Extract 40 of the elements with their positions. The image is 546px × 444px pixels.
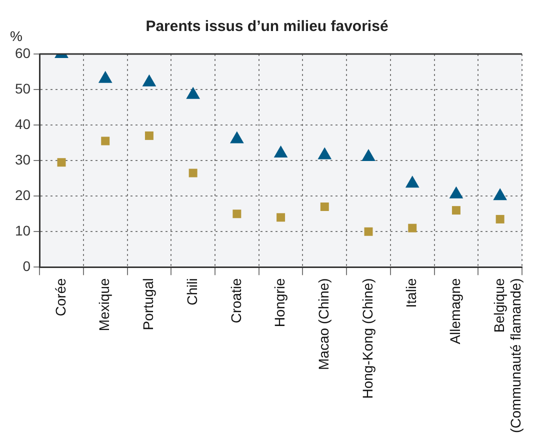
y-tick-label: 20	[14, 186, 31, 203]
x-tick-label: Corée	[52, 278, 68, 316]
point	[318, 147, 332, 160]
point	[98, 70, 112, 83]
point	[320, 202, 329, 211]
point	[452, 206, 460, 215]
point	[276, 213, 286, 222]
point	[230, 131, 244, 144]
point	[364, 227, 373, 236]
chart-title: Parents issus d’un milieu favorisé	[146, 18, 388, 36]
point	[57, 158, 66, 167]
point	[274, 145, 288, 158]
point	[101, 136, 110, 146]
x-tick-label: Croatie	[228, 278, 244, 324]
point	[186, 86, 200, 99]
point	[496, 214, 504, 224]
point	[362, 149, 376, 162]
x-tick-label: Belgique (Communauté flamande)	[490, 278, 524, 434]
x-tick-label: Chili	[184, 278, 200, 306]
y-tick-label: 10	[14, 222, 31, 238]
x-tick-label: Italie	[403, 278, 420, 308]
x-tick-label: Mexique	[96, 278, 112, 332]
y-tick-label: 50	[14, 80, 31, 96]
y-axis-title: %	[10, 28, 22, 44]
x-tick-label: Portugal	[140, 278, 156, 330]
x-tick-label: Hongrie	[272, 278, 288, 328]
point	[232, 210, 242, 218]
y-tick-label: 0	[22, 258, 31, 274]
x-tick-label: Hong-Kong (Chine)	[359, 278, 376, 399]
y-tick-label: 40	[14, 116, 31, 132]
point	[408, 224, 417, 232]
x-tick-label: Macao (Chine)	[316, 278, 332, 370]
y-tick-label: 30	[14, 151, 31, 168]
point	[142, 74, 156, 86]
point	[405, 176, 420, 188]
point	[188, 168, 198, 178]
point	[493, 188, 507, 200]
point	[144, 131, 154, 140]
y-tick-label: 60	[14, 44, 31, 61]
x-tick-label: Allemagne	[447, 278, 464, 344]
